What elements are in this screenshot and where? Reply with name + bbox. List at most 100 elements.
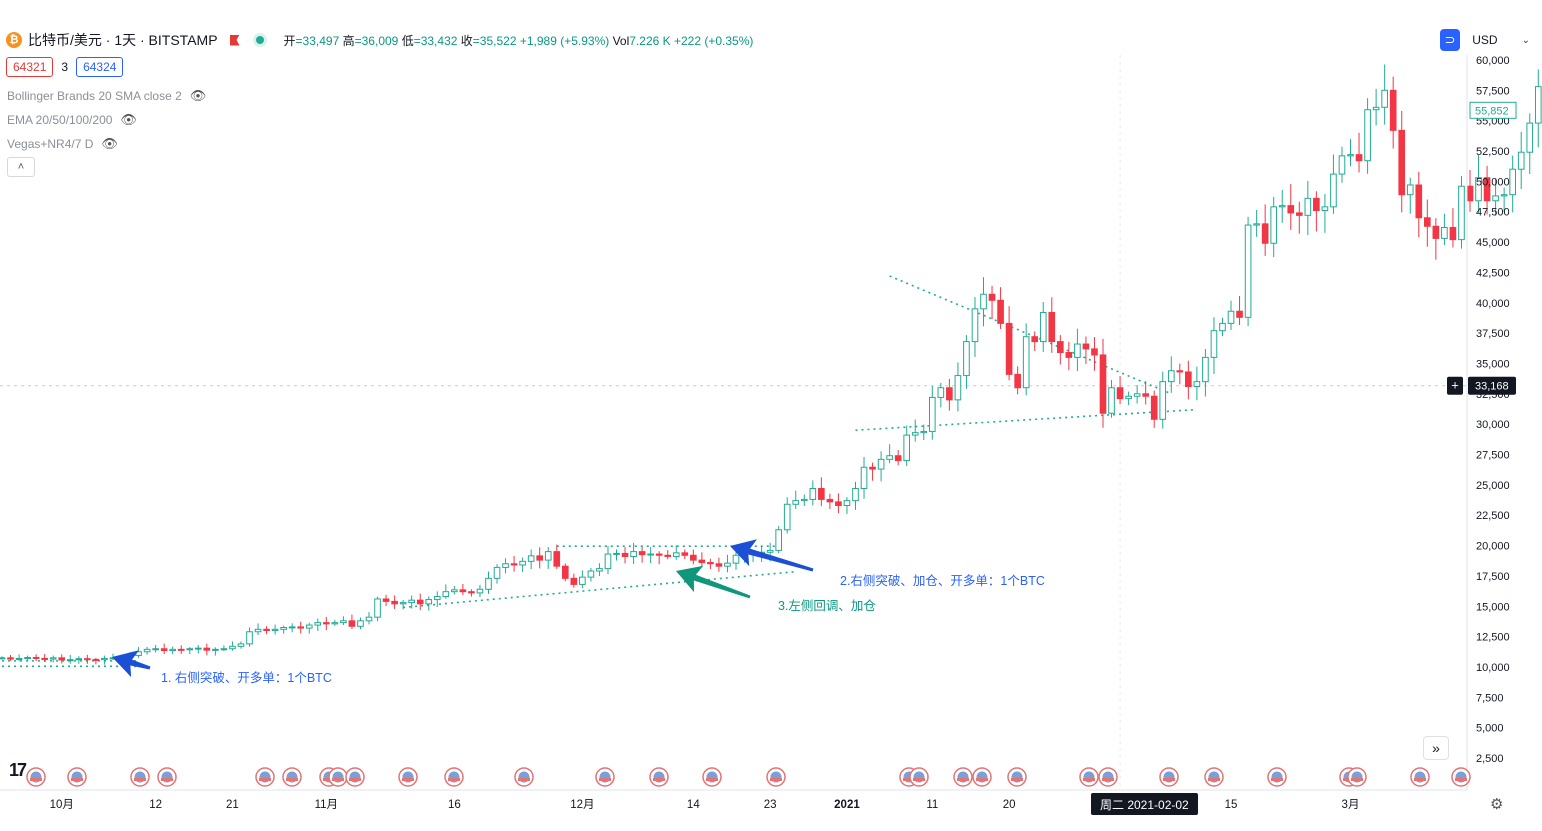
candle xyxy=(664,550,672,560)
candle-body-up xyxy=(1193,381,1201,388)
candle-body-up xyxy=(954,375,962,401)
tradingview-logo[interactable]: 17 xyxy=(9,760,27,780)
indicator-vegas[interactable]: Vegas+NR4/7 D 👁 xyxy=(7,136,118,152)
collapse-indicators-button[interactable]: ˄ xyxy=(7,157,35,177)
indicator-bollinger[interactable]: Bollinger Brands 20 SMA close 2 👁 xyxy=(7,88,206,104)
time-axis[interactable]: 10月 12 21 11月 16 12月 14 23 2021 11 20 15 3月 xyxy=(0,789,1467,811)
candle xyxy=(698,552,706,568)
candle xyxy=(399,599,407,610)
eye-hidden-icon[interactable]: 👁 xyxy=(120,112,137,127)
candle-body-down xyxy=(382,598,390,602)
gear-icon[interactable]: ⚙ xyxy=(1490,796,1504,813)
candle-body-up xyxy=(1278,205,1286,208)
indicator-ema[interactable]: EMA 20/50/100/200 👁 xyxy=(7,112,137,128)
candle-body-down xyxy=(391,600,398,605)
event-icon xyxy=(649,767,669,787)
price-axis[interactable]: 2,500 5,000 7,500 10,000 12,500 15,000 17,500 2… xyxy=(1466,55,1510,790)
candle xyxy=(783,497,791,534)
candle-body-up xyxy=(340,620,347,624)
candle-body-up xyxy=(544,551,552,561)
candle xyxy=(476,584,484,597)
candle-body-down xyxy=(1236,310,1243,318)
candle xyxy=(41,653,48,663)
high-value: =36,009 xyxy=(354,33,399,48)
candle-body-down xyxy=(84,658,91,661)
candle-body-up xyxy=(280,626,287,630)
candle-body-down xyxy=(826,498,834,503)
flag-icon[interactable] xyxy=(229,34,240,46)
candle-body-up xyxy=(493,566,501,579)
candle xyxy=(877,451,885,482)
candle-body-down xyxy=(1287,205,1295,214)
candle xyxy=(1261,204,1269,256)
chevron-down-icon[interactable]: ⌄ xyxy=(1521,34,1530,46)
chart-header: ₿ 比特币/美元 · 1天 · BITSTAMP 开=33,497 高=36,0… xyxy=(6,30,753,50)
candle-body-up xyxy=(194,647,202,650)
spread-value: 3 xyxy=(61,60,69,74)
time-tick-label: 21 xyxy=(226,799,239,811)
candle-body-up xyxy=(800,498,808,502)
candle xyxy=(997,287,1004,329)
candle xyxy=(169,646,177,655)
currency-selector[interactable]: ⊃ USD ⌄ xyxy=(1440,28,1530,52)
buy-price-button[interactable]: 64324 xyxy=(76,57,124,77)
event-icon-stripe xyxy=(1351,778,1363,781)
event-icon-stripe xyxy=(349,778,361,781)
time-tick-label: 14 xyxy=(687,799,700,811)
last-price-label: 55,852 xyxy=(1475,105,1509,117)
price-tick-label: 35,000 xyxy=(1476,358,1510,370)
candle-body-up xyxy=(152,648,159,651)
event-icon-stripe xyxy=(903,778,915,781)
candle-body-up xyxy=(143,648,151,653)
candle-body-down xyxy=(160,648,168,652)
candle xyxy=(229,641,236,651)
candle-body-down xyxy=(1099,354,1107,414)
symbol-title[interactable]: 比特币/美元 · 1天 · BITSTAMP xyxy=(28,32,218,48)
candle-body-up xyxy=(75,658,83,661)
candle-body-up xyxy=(775,529,782,551)
candle-body-up xyxy=(587,570,595,578)
candle-body-down xyxy=(664,554,672,557)
candle xyxy=(1031,331,1039,351)
candle xyxy=(715,557,723,572)
candle xyxy=(1039,301,1047,352)
candle xyxy=(152,644,159,653)
candle xyxy=(1116,375,1124,405)
candle-body-up xyxy=(1253,223,1260,226)
eye-hidden-icon[interactable]: 👁 xyxy=(189,88,207,103)
candle xyxy=(1330,154,1337,214)
candle xyxy=(331,619,339,626)
scale-icon[interactable]: ⊃ xyxy=(1440,29,1461,51)
candle-body-up xyxy=(1492,195,1499,202)
add-order-icon xyxy=(1447,376,1463,395)
candle xyxy=(416,593,424,611)
candle xyxy=(433,591,441,607)
candle xyxy=(263,626,270,635)
event-icon-stripe xyxy=(1414,778,1426,781)
candle-body-up xyxy=(254,628,262,633)
candle-body-down xyxy=(1150,395,1158,420)
candle xyxy=(1458,175,1465,249)
candle xyxy=(485,571,492,594)
candle-body-up xyxy=(49,657,57,660)
candle xyxy=(374,596,381,622)
candle-body-up xyxy=(886,455,893,460)
sell-price-button[interactable]: 64321 xyxy=(6,57,54,77)
candle xyxy=(1159,371,1167,429)
open-value: =33,497 xyxy=(295,33,340,48)
candle-body-down xyxy=(1398,129,1406,196)
candle-body-up xyxy=(877,458,885,470)
candle-body-down xyxy=(468,591,475,594)
candle-body-up xyxy=(1210,330,1218,358)
candle-body-down xyxy=(869,466,876,470)
change-value: +1,989 (+5.93%) xyxy=(519,33,610,48)
candle xyxy=(101,655,108,665)
candle-body-down xyxy=(32,656,40,659)
currency-label[interactable]: USD xyxy=(1472,33,1498,47)
event-icon xyxy=(1007,767,1027,787)
trade-price-boxes: 64321 3 64324 xyxy=(6,57,124,77)
event-icon xyxy=(953,767,973,787)
scroll-to-realtime-button[interactable]: » xyxy=(1423,736,1449,760)
eye-hidden-icon[interactable]: 👁 xyxy=(101,136,118,151)
